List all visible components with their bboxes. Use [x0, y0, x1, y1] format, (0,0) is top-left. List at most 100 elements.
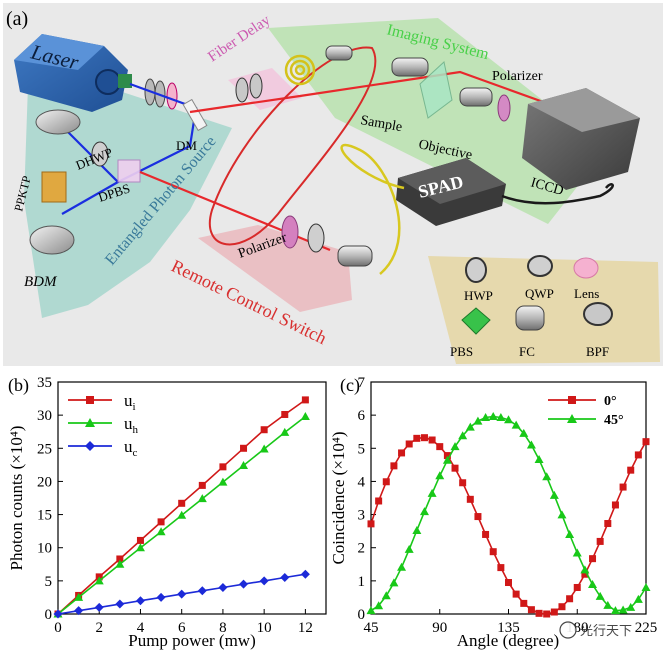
- dm-label: DM: [176, 138, 197, 153]
- data-point: [367, 520, 375, 528]
- panel-b-y-axis-title: Photon counts (×10⁴): [7, 426, 26, 571]
- x-tick-label: 6: [178, 620, 186, 636]
- spad-cable: [501, 183, 614, 205]
- data-point: [436, 443, 444, 451]
- data-point: [198, 481, 206, 489]
- data-point: [405, 440, 413, 448]
- data-point: [588, 580, 598, 589]
- panel-c-label: (c): [340, 375, 360, 396]
- data-point: [115, 599, 125, 609]
- data-point: [94, 602, 104, 612]
- data-point: [280, 427, 290, 436]
- legend-hwp-label: HWP: [464, 288, 493, 303]
- y-tick-label: 5: [45, 574, 53, 590]
- data-point: [300, 411, 310, 420]
- data-point: [465, 422, 475, 431]
- y-tick-label: 4: [358, 474, 366, 490]
- photon-beam: [139, 70, 561, 252]
- data-point: [280, 573, 290, 583]
- x-tick-label: 45: [364, 620, 379, 636]
- data-point: [580, 565, 590, 574]
- data-point: [74, 592, 84, 601]
- data-point: [390, 462, 398, 470]
- panel-b-x-axis-title: Pump power (mw): [128, 631, 255, 650]
- data-point: [451, 464, 459, 472]
- panel-b-plot-frame: [57, 381, 327, 615]
- data-point: [427, 488, 437, 497]
- data-point: [481, 412, 491, 421]
- legend-0deg-label: 0°: [604, 394, 617, 409]
- x-tick-label: 12: [298, 620, 313, 636]
- data-point: [435, 471, 445, 480]
- data-point: [74, 606, 84, 616]
- iccd-camera: [522, 88, 640, 190]
- panel-c-y-axis-title: Coincidence (×10⁴): [329, 431, 348, 564]
- data-point: [197, 586, 207, 596]
- data-point: [627, 466, 635, 474]
- data-point: [511, 420, 521, 429]
- data-point: [626, 602, 636, 611]
- panel-b-label: (b): [8, 375, 29, 396]
- data-point: [259, 576, 269, 586]
- qwp-legend-icon: [527, 255, 553, 277]
- data-point: [565, 529, 575, 538]
- x-tick-label: 8: [219, 620, 227, 636]
- series-line: [57, 399, 306, 615]
- data-point: [496, 412, 506, 421]
- data-point: [156, 527, 166, 536]
- panel-c-legend: 0° 45°: [548, 394, 624, 428]
- sample-label: Sample: [359, 113, 403, 135]
- data-point: [489, 548, 497, 556]
- data-point: [428, 436, 436, 444]
- data-point: [596, 537, 604, 545]
- legend-45deg-label: 45°: [604, 413, 624, 428]
- data-point: [497, 564, 505, 572]
- data-point: [526, 440, 536, 449]
- data-point: [135, 596, 145, 606]
- data-point: [595, 591, 605, 600]
- data-point: [618, 605, 628, 614]
- data-point: [459, 479, 467, 487]
- mirror-icon: [35, 109, 81, 135]
- fiber-coil-icon: [289, 59, 311, 81]
- laser-unit: [14, 34, 132, 112]
- fiber-coupler-icon: [337, 245, 373, 267]
- data-point: [240, 444, 248, 452]
- polarizer-top-label: Polarizer: [492, 69, 543, 84]
- data-point: [488, 411, 498, 420]
- fiber-collimator-icon: [325, 45, 353, 61]
- data-point: [218, 477, 228, 486]
- data-point: [398, 449, 406, 457]
- data-point: [281, 410, 289, 418]
- y-tick-label: 3: [358, 508, 366, 524]
- y-tick-label: 20: [37, 474, 52, 490]
- data-point: [442, 455, 452, 464]
- y-tick-label: 1: [358, 574, 366, 590]
- data-point: [301, 396, 309, 404]
- data-point: [389, 578, 399, 587]
- data-point: [604, 520, 612, 528]
- data-point: [527, 606, 535, 614]
- data-point: [177, 510, 187, 519]
- data-point: [300, 569, 310, 579]
- data-point: [512, 590, 520, 598]
- data-point: [412, 525, 422, 534]
- data-point: [557, 510, 567, 519]
- y-tick-label: 15: [37, 508, 52, 524]
- objective-icon: [391, 57, 429, 77]
- data-point: [558, 603, 566, 611]
- data-point: [473, 416, 483, 425]
- watermark-text: 光行天下: [580, 624, 632, 639]
- y-tick-label: 0: [45, 607, 53, 623]
- legend-uc-label: uc: [124, 437, 138, 459]
- data-point: [505, 579, 512, 587]
- y-tick-label: 30: [37, 408, 52, 424]
- data-point: [366, 606, 376, 615]
- data-point: [94, 576, 104, 585]
- data-point: [136, 536, 144, 544]
- data-point: [466, 495, 474, 503]
- objective-icon: [459, 87, 493, 107]
- data-point: [420, 434, 428, 442]
- fiber-coil-icon: [284, 54, 316, 86]
- data-point: [611, 501, 619, 509]
